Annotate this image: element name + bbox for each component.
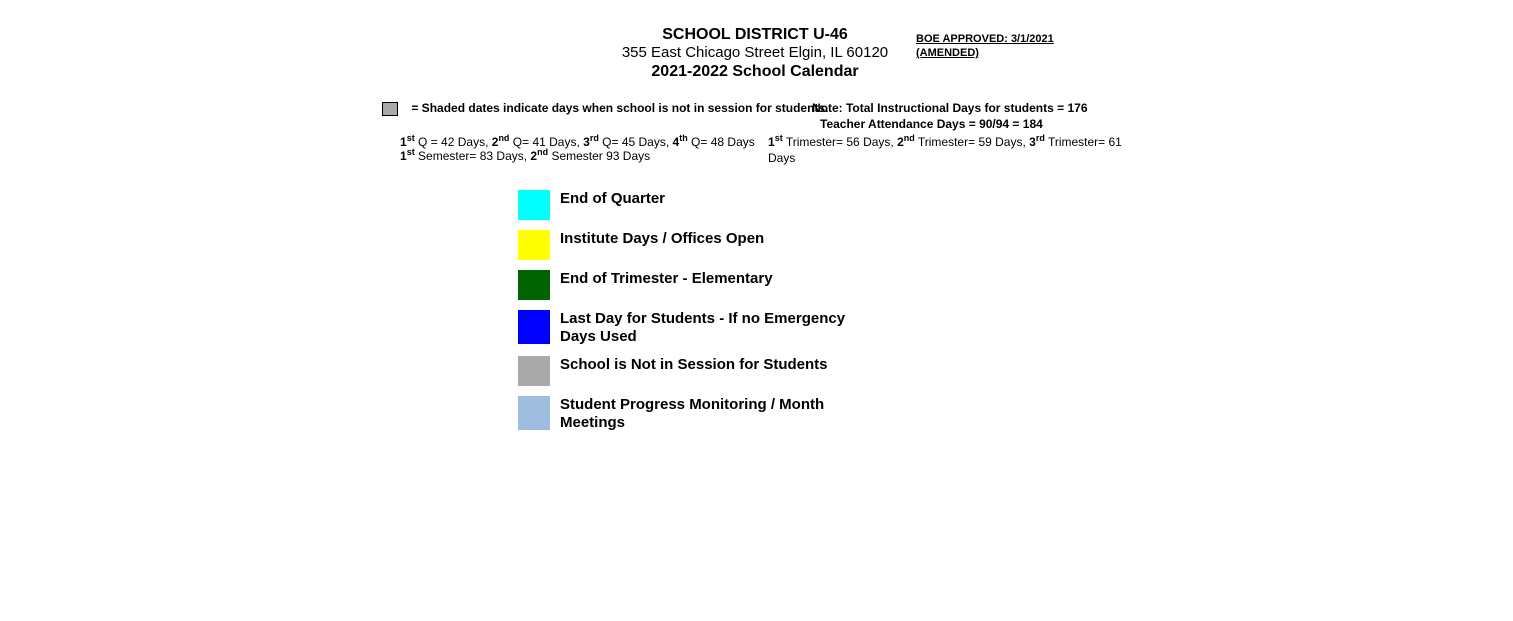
legend-label: Student Progress Monitoring / Month Meet… [560, 396, 880, 432]
legend-swatch-icon [518, 396, 550, 430]
t2-sup: nd [904, 133, 915, 143]
s1-sup: st [407, 147, 415, 157]
instructional-days-note: Note: Total Instructional Days for stude… [812, 100, 1088, 116]
q2-sup: nd [498, 133, 509, 143]
legend-item: School is Not in Session for Students [518, 356, 880, 386]
shaded-swatch-icon [382, 102, 398, 116]
legend-item: End of Quarter [518, 190, 880, 220]
legend-label: End of Quarter [560, 190, 665, 208]
legend-swatch-icon [518, 270, 550, 300]
s1-text: Semester= 83 Days, [415, 149, 531, 163]
legend-swatch-icon [518, 190, 550, 220]
q4-sup: th [679, 133, 688, 143]
q1-sup: st [407, 133, 415, 143]
s2-sup: nd [537, 147, 548, 157]
legend-label: Last Day for Students - If no Emergency … [560, 310, 880, 346]
t1-num: 1 [768, 135, 775, 149]
legend-item: Institute Days / Offices Open [518, 230, 880, 260]
approved-line1: BOE APPROVED: 3/1/2021 [916, 33, 1054, 45]
legend-label: End of Trimester - Elementary [560, 270, 773, 288]
q3-sup: rd [590, 133, 599, 143]
legend-item: Last Day for Students - If no Emergency … [518, 310, 880, 346]
s2-text: Semester 93 Days [548, 149, 650, 163]
legend-label: Institute Days / Offices Open [560, 230, 764, 248]
q4-text: Q= 48 Days [688, 135, 755, 149]
t1-sup: st [775, 133, 783, 143]
approved-line2: (AMENDED) [916, 47, 979, 59]
t1-text: Trimester= 56 Days, [783, 135, 897, 149]
legend-swatch-icon [518, 230, 550, 260]
note-row-shaded: = Shaded dates indicate days when school… [382, 100, 1122, 116]
page-root: SCHOOL DISTRICT U-46 355 East Chicago St… [0, 0, 1513, 621]
notes-block: = Shaded dates indicate days when school… [382, 100, 1122, 116]
approved-stamp: BOE APPROVED: 3/1/2021 (AMENDED) [916, 32, 1054, 60]
t2-text: Trimester= 59 Days, [915, 135, 1029, 149]
t3-sup: rd [1036, 133, 1045, 143]
s1-num: 1 [400, 149, 407, 163]
legend-label: School is Not in Session for Students [560, 356, 828, 374]
shaded-text: = Shaded dates indicate days when school… [411, 100, 828, 116]
t3-num: 3 [1029, 135, 1036, 149]
t2-num: 2 [897, 135, 904, 149]
legend-block: End of Quarter Institute Days / Offices … [518, 190, 880, 442]
legend-swatch-icon [518, 356, 550, 386]
legend-swatch-icon [518, 310, 550, 344]
legend-item: End of Trimester - Elementary [518, 270, 880, 300]
calendar-subtitle: 2021-2022 School Calendar [495, 62, 1015, 82]
legend-item: Student Progress Monitoring / Month Meet… [518, 396, 880, 432]
semester-days-row: 1st Semester= 83 Days, 2nd Semester 93 D… [400, 144, 650, 164]
trimester-days-row: 1st Trimester= 56 Days, 2nd Trimester= 5… [768, 130, 1122, 166]
